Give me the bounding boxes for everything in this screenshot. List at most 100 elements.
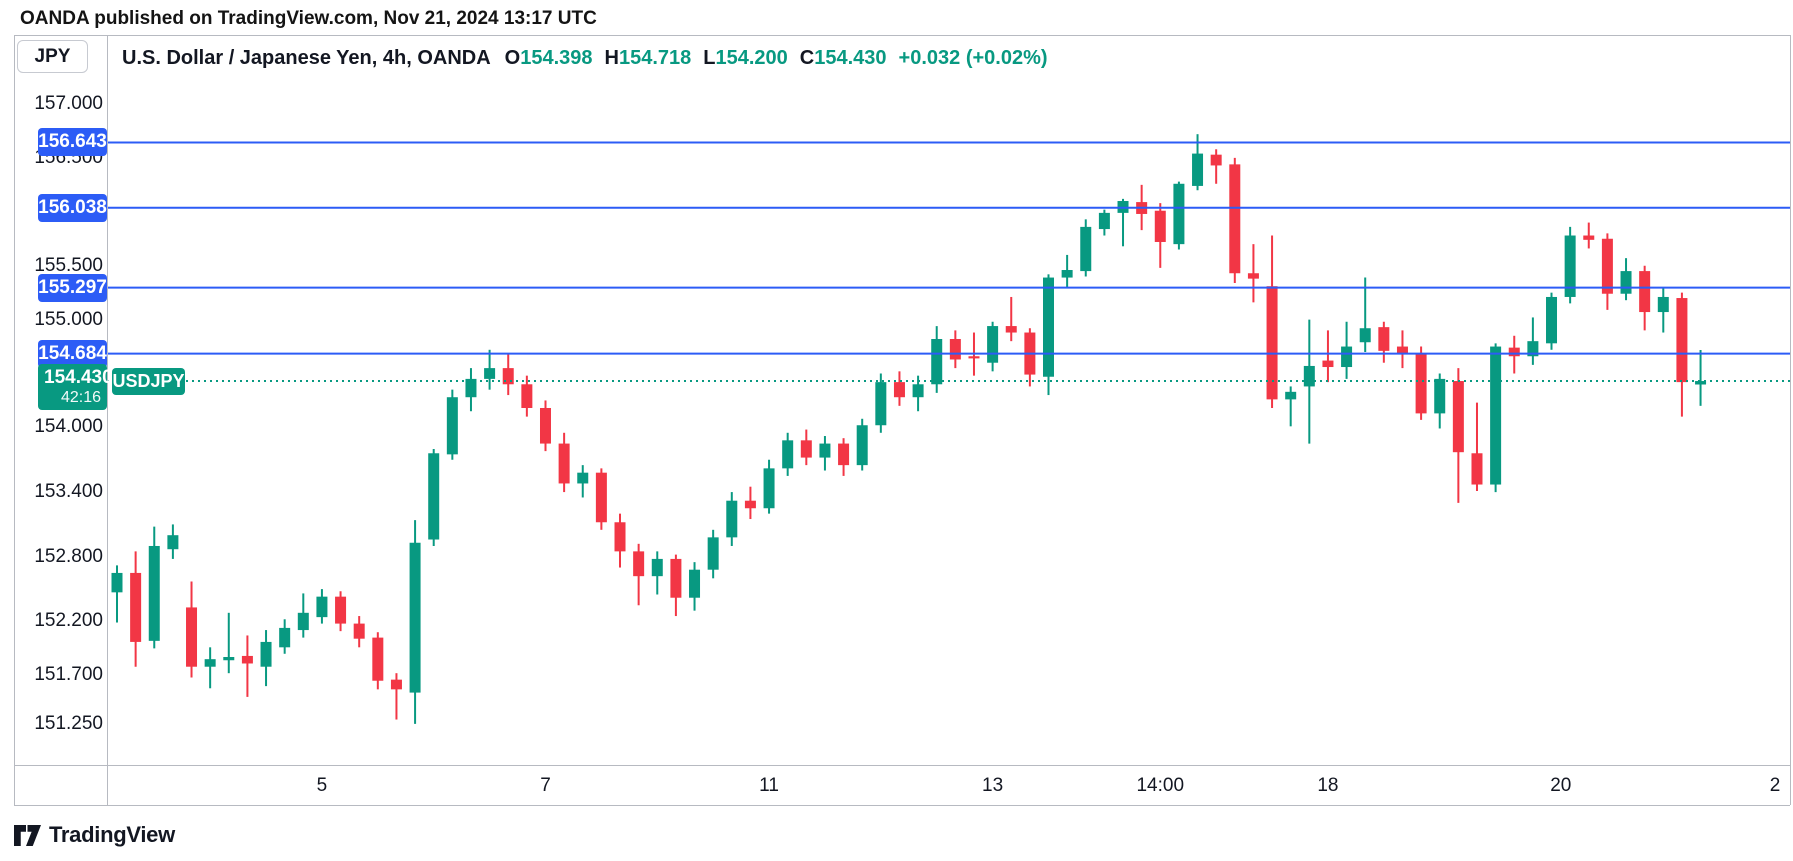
candle-body [1601, 238, 1613, 294]
price-tick-label: 151.250 [34, 712, 103, 734]
candle-body [372, 637, 384, 681]
ohlc-close: C154.430 [799, 46, 887, 69]
candle-body [1359, 328, 1371, 343]
alert-price-badge[interactable]: 156.038 [38, 193, 107, 222]
candle-body [539, 407, 551, 444]
bar-countdown: 42:16 [60, 389, 101, 407]
candle-body [1583, 235, 1595, 240]
last-price-badge: 154.430 42:16 [38, 364, 113, 411]
candle-body [1490, 346, 1502, 485]
price-tick-label: 153.400 [34, 481, 103, 503]
candle-body [782, 440, 794, 469]
price-axis-separator [107, 35, 108, 805]
candle-body [1173, 183, 1185, 245]
candle-body [1396, 346, 1408, 354]
ohlc-open: O154.398 [504, 46, 593, 69]
candle-body [1378, 327, 1390, 351]
candle-body [1098, 212, 1110, 230]
candle-body [390, 679, 402, 690]
candle-body [856, 425, 868, 466]
candle-body [577, 472, 589, 484]
candle-body [689, 569, 701, 598]
alert-price-badge[interactable]: 154.684 [38, 339, 107, 368]
candle-body [1266, 286, 1278, 400]
candle-body [1415, 353, 1427, 414]
candle-body [633, 551, 645, 577]
candle-body [409, 542, 421, 693]
candle-body [1154, 210, 1166, 242]
time-tick-label: 2 [1769, 775, 1781, 796]
candle-body [186, 607, 198, 667]
chart-legend: U.S. Dollar / Japanese Yen, 4h, OANDA O1… [122, 45, 1048, 71]
candle-body [1229, 164, 1241, 274]
candle-body [353, 623, 365, 639]
time-tick-label: 7 [540, 775, 551, 796]
candle-body [1564, 235, 1576, 297]
candle-body [651, 558, 663, 577]
candle-body [1061, 270, 1073, 278]
candle-body [1639, 271, 1651, 313]
symbol-currency-button[interactable]: JPY [17, 40, 88, 73]
candle-body [614, 522, 626, 552]
price-change: +0.032 (+0.02%) [898, 46, 1048, 69]
candle-body [335, 596, 347, 624]
candle-body [1452, 381, 1464, 453]
candle-body [1080, 226, 1092, 272]
frame-top-border [14, 35, 1790, 36]
price-tick-label: 155.500 [34, 254, 103, 276]
candle-body [279, 627, 291, 648]
tradingview-logo[interactable]: TradingView [14, 822, 175, 848]
candle-body [167, 535, 179, 550]
candle-body [1210, 154, 1222, 166]
candle-body [316, 596, 328, 618]
time-tick-label: 13 [982, 775, 1004, 796]
candle-body [428, 453, 440, 540]
candle-body [502, 368, 514, 385]
candle-body [819, 443, 831, 458]
candle-body [1285, 391, 1297, 400]
candle-body [148, 545, 160, 641]
candle-body [1471, 453, 1483, 485]
candle-body [204, 659, 216, 667]
time-tick-label: 11 [759, 775, 779, 796]
price-tick-label: 155.000 [34, 308, 103, 330]
frame-right-border [1790, 35, 1791, 805]
frame-left-border [14, 35, 15, 805]
chart-title: U.S. Dollar / Japanese Yen, 4h, OANDA [122, 46, 491, 69]
candle-body [912, 384, 924, 398]
candle-body [1657, 296, 1669, 313]
candle-body [1192, 153, 1204, 186]
price-tick-label: 152.800 [34, 545, 103, 567]
candle-body [1043, 277, 1054, 377]
candle-body [1676, 298, 1688, 383]
candle-body [1546, 296, 1558, 344]
last-price-value: 154.430 [44, 367, 113, 389]
candle-body [838, 443, 850, 466]
candle-body [726, 500, 738, 538]
tradingview-logo-icon [14, 824, 41, 846]
candle-body [800, 440, 812, 458]
time-tick-label: 14:00 [1136, 775, 1185, 796]
candle-body [111, 572, 123, 593]
candle-body [130, 572, 142, 642]
candle-body [241, 655, 253, 664]
candle-body [1620, 271, 1632, 294]
price-tick-label: 157.000 [34, 93, 103, 114]
alert-price-badge[interactable]: 155.297 [38, 273, 107, 302]
ohlc-low: L154.200 [703, 46, 788, 69]
candle-body [260, 641, 272, 667]
candle-body [931, 339, 943, 385]
candle-body [1303, 365, 1315, 387]
tradingview-wordmark: TradingView [49, 822, 175, 847]
candle-body [707, 537, 719, 570]
candle-body [744, 500, 756, 509]
candle-body [223, 657, 235, 661]
alert-price-badge[interactable]: 156.643 [38, 128, 107, 157]
candle-body [949, 339, 961, 360]
candle-body [1695, 381, 1707, 385]
publisher-line: OANDA published on TradingView.com, Nov … [20, 8, 597, 29]
candle-body [1322, 360, 1334, 368]
candle-body [875, 382, 887, 426]
